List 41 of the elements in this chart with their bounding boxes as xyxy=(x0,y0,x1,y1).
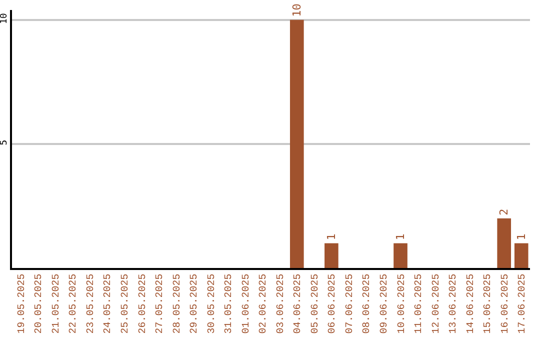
x-tick-label: 02.06.2025 xyxy=(258,274,270,334)
x-tick-label: 28.05.2025 xyxy=(172,274,184,334)
x-tick-label: 31.05.2025 xyxy=(224,274,236,334)
x-tick-label: 08.06.2025 xyxy=(362,274,374,334)
data-label: 1 xyxy=(394,234,407,240)
x-tick-label: 03.06.2025 xyxy=(276,274,287,334)
x-tick-label: 10.06.2025 xyxy=(396,274,408,334)
x-tick-label: 20.05.2025 xyxy=(34,274,46,334)
x-tick-label: 24.05.2025 xyxy=(103,274,114,334)
x-tick-label: 25.05.2025 xyxy=(120,274,132,334)
data-label: 1 xyxy=(514,234,528,240)
x-tick-label: 26.05.2025 xyxy=(138,274,149,334)
bar xyxy=(394,243,408,268)
x-tick-label: 05.06.2025 xyxy=(310,274,322,334)
data-label: 10 xyxy=(290,4,304,17)
x-tick-label: 23.05.2025 xyxy=(86,274,97,334)
x-tick-label: 04.06.2025 xyxy=(293,274,304,334)
data-label: 1 xyxy=(324,234,338,240)
x-tick-label: 22.05.2025 xyxy=(68,274,80,334)
x-tick-label: 07.06.2025 xyxy=(344,274,356,334)
x-tick-label: 17.06.2025 xyxy=(518,274,529,334)
x-tick-label: 15.06.2025 xyxy=(483,274,494,334)
x-tick-label: 11.06.2025 xyxy=(414,274,426,334)
bar xyxy=(324,243,338,268)
x-tick-label: 06.06.2025 xyxy=(328,274,339,334)
x-tick-label: 19.05.2025 xyxy=(16,274,28,334)
x-tick-label: 21.05.2025 xyxy=(51,274,62,334)
x-tick-label: 01.06.2025 xyxy=(241,274,252,334)
x-tick-label: 09.06.2025 xyxy=(379,274,390,334)
x-tick-label: 14.06.2025 xyxy=(466,274,477,334)
bar xyxy=(497,218,512,268)
x-tick-label: 12.06.2025 xyxy=(431,274,442,334)
x-tick-label: 30.05.2025 xyxy=(206,274,218,334)
bar xyxy=(290,20,304,268)
x-tick-label: 27.05.2025 xyxy=(155,274,166,334)
x-tick-label: 13.06.2025 xyxy=(448,274,460,334)
y-tick-label: 5 xyxy=(0,140,10,146)
data-label: 2 xyxy=(498,208,511,216)
x-tick-label: 29.05.2025 xyxy=(190,274,201,334)
x-tick-label: 16.06.2025 xyxy=(500,274,512,334)
bar xyxy=(514,243,528,268)
